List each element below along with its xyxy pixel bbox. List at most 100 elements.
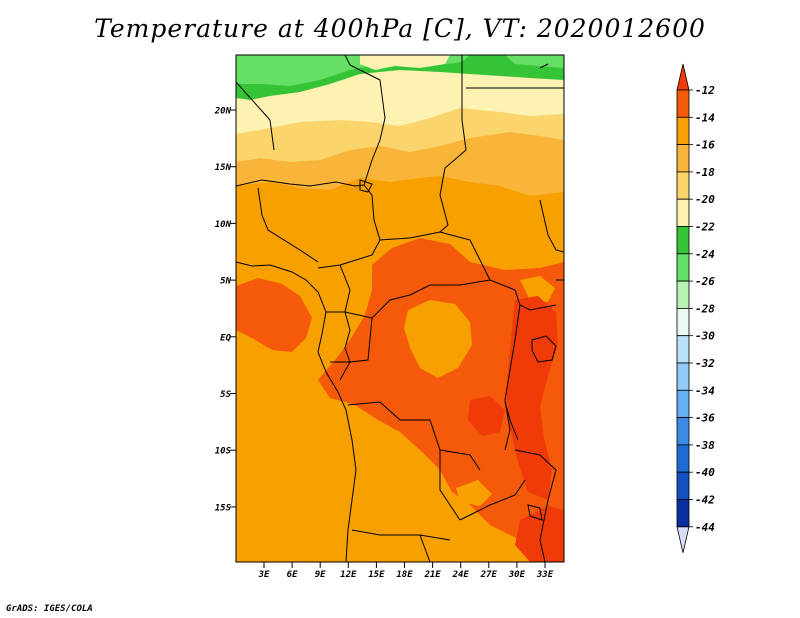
colorbar-label: -44 bbox=[695, 521, 715, 534]
latitude-axis: 20N 15N 10N 5N EQ 5S 10S 15S bbox=[214, 107, 236, 513]
lon-label: 3E bbox=[258, 570, 270, 580]
lon-label: 21E bbox=[423, 570, 441, 580]
lon-label: 33E bbox=[536, 570, 554, 580]
border-libya-egypt bbox=[461, 55, 467, 151]
lon-label: 12E bbox=[340, 570, 357, 580]
colorbar-label: -30 bbox=[695, 330, 715, 343]
field-patch-minus12-center bbox=[468, 396, 505, 436]
border-south-sudan-uganda bbox=[514, 289, 557, 311]
colorbar-label: -24 bbox=[695, 248, 715, 261]
border-car-north bbox=[379, 231, 491, 281]
field-patch-minus12-east bbox=[506, 296, 558, 500]
colorbar-swatch bbox=[676, 171, 690, 200]
colorbar-label: -26 bbox=[695, 275, 715, 288]
lon-label: 27E bbox=[480, 570, 498, 580]
border-cameroon-car bbox=[339, 264, 351, 313]
colorbar-label: -14 bbox=[695, 111, 715, 124]
field-patch-minus16-basin bbox=[404, 300, 472, 378]
border-angola-namibia bbox=[351, 529, 451, 541]
lat-label: 5S bbox=[220, 390, 231, 400]
colorbar: -12 -14 -16 -18 -20 -22 -24 -26 -28 -30 -32 -34 -36 -… bbox=[676, 63, 715, 553]
colorbar-swatch bbox=[676, 362, 690, 391]
field-patch-minus12-southeast bbox=[515, 506, 564, 562]
colorbar-swatch bbox=[676, 253, 690, 282]
border-lake-tanganyika bbox=[504, 401, 519, 441]
colorbar-label: -42 bbox=[695, 494, 715, 507]
border-angola-zambia bbox=[439, 450, 461, 521]
border-sudan-ethiopia bbox=[539, 199, 564, 253]
lon-label: 18E bbox=[396, 570, 413, 580]
colorbar-swatch bbox=[676, 444, 690, 473]
colorbar-swatch bbox=[676, 471, 690, 500]
border-congo-drc bbox=[339, 317, 373, 381]
colorbar-swatch bbox=[676, 499, 690, 528]
border-zambia-zimbabwe bbox=[459, 479, 526, 521]
lat-label: 15N bbox=[215, 163, 232, 173]
map-frame bbox=[235, 54, 565, 563]
colorbar-label: -16 bbox=[695, 139, 715, 152]
field-patch-minus14-west bbox=[236, 278, 312, 352]
field-band-minus26-east bbox=[505, 55, 564, 68]
colorbar-swatch bbox=[676, 335, 690, 364]
border-gabon-congo bbox=[326, 311, 351, 363]
field-patch-minus16-south bbox=[456, 480, 492, 506]
colorbar-swatch bbox=[676, 198, 690, 227]
colorbar-swatch bbox=[676, 280, 690, 309]
field-band-minus22-north bbox=[360, 55, 450, 70]
boundaries bbox=[236, 55, 564, 562]
river-nile bbox=[539, 63, 549, 69]
lon-label: 15E bbox=[368, 570, 385, 580]
colorbar-label: -38 bbox=[695, 439, 715, 452]
colorbar-label: -32 bbox=[695, 357, 715, 370]
lat-label: 15S bbox=[215, 503, 232, 513]
colorbar-label: -20 bbox=[695, 193, 715, 206]
border-algeria-libya bbox=[344, 55, 351, 66]
lat-label: EQ bbox=[220, 333, 231, 343]
border-drc-angola bbox=[347, 401, 481, 471]
border-congo bbox=[344, 279, 516, 319]
colorbar-swatch bbox=[676, 89, 690, 118]
map-title: Temperature at 400hPa [C], VT: 202001260… bbox=[94, 14, 706, 43]
colorbar-bottom-tip bbox=[676, 526, 690, 553]
colorbar-label: -12 bbox=[695, 84, 715, 97]
lon-label: 24E bbox=[452, 570, 470, 580]
coastline bbox=[236, 261, 357, 562]
colorbar-label: -22 bbox=[695, 221, 715, 234]
lon-label: 6E bbox=[287, 570, 298, 580]
border-libya-niger bbox=[236, 81, 275, 151]
field-patch-minus16-east bbox=[520, 276, 555, 302]
border-drc-east bbox=[504, 304, 521, 451]
colorbar-swatch bbox=[676, 226, 690, 255]
temperature-field bbox=[236, 55, 564, 562]
border-niger-nigeria bbox=[236, 179, 373, 196]
colorbar-swatch bbox=[676, 116, 690, 146]
colorbar-label: -36 bbox=[695, 412, 715, 425]
lat-label: 20N bbox=[214, 107, 232, 117]
grads-credit: GrADS: IGES/COLA bbox=[6, 604, 93, 614]
field-band-minus14 bbox=[318, 238, 564, 562]
colorbar-swatch bbox=[676, 389, 690, 418]
lat-label: 10N bbox=[215, 220, 232, 230]
lon-label: 9E bbox=[315, 570, 326, 580]
lake-malawi bbox=[527, 504, 543, 521]
colorbar-label: -40 bbox=[695, 466, 715, 479]
lake-chad bbox=[359, 179, 373, 193]
border-namibia-botswana bbox=[419, 534, 431, 562]
colorbar-label: -34 bbox=[695, 384, 715, 397]
border-libya-chad bbox=[349, 64, 386, 186]
field-band-minus26 bbox=[236, 55, 470, 86]
border-cameroon-chad bbox=[317, 194, 381, 269]
lon-label: 30E bbox=[508, 570, 526, 580]
border-nigeria-cameroon bbox=[257, 187, 319, 263]
colorbar-top-tip bbox=[676, 63, 690, 91]
border-tanzania-mozambique bbox=[514, 449, 557, 562]
colorbar-swatch bbox=[676, 417, 690, 446]
colorbar-swatch bbox=[676, 144, 690, 173]
longitude-axis: 3E 6E 9E 12E 15E 18E 21E 24E 27E 30E 33E bbox=[258, 562, 554, 580]
lat-label: 5N bbox=[220, 277, 231, 287]
colorbar-swatch bbox=[676, 307, 690, 337]
colorbar-label: -18 bbox=[695, 166, 715, 179]
border-chad-sudan bbox=[439, 149, 467, 233]
lake-victoria bbox=[531, 335, 557, 363]
